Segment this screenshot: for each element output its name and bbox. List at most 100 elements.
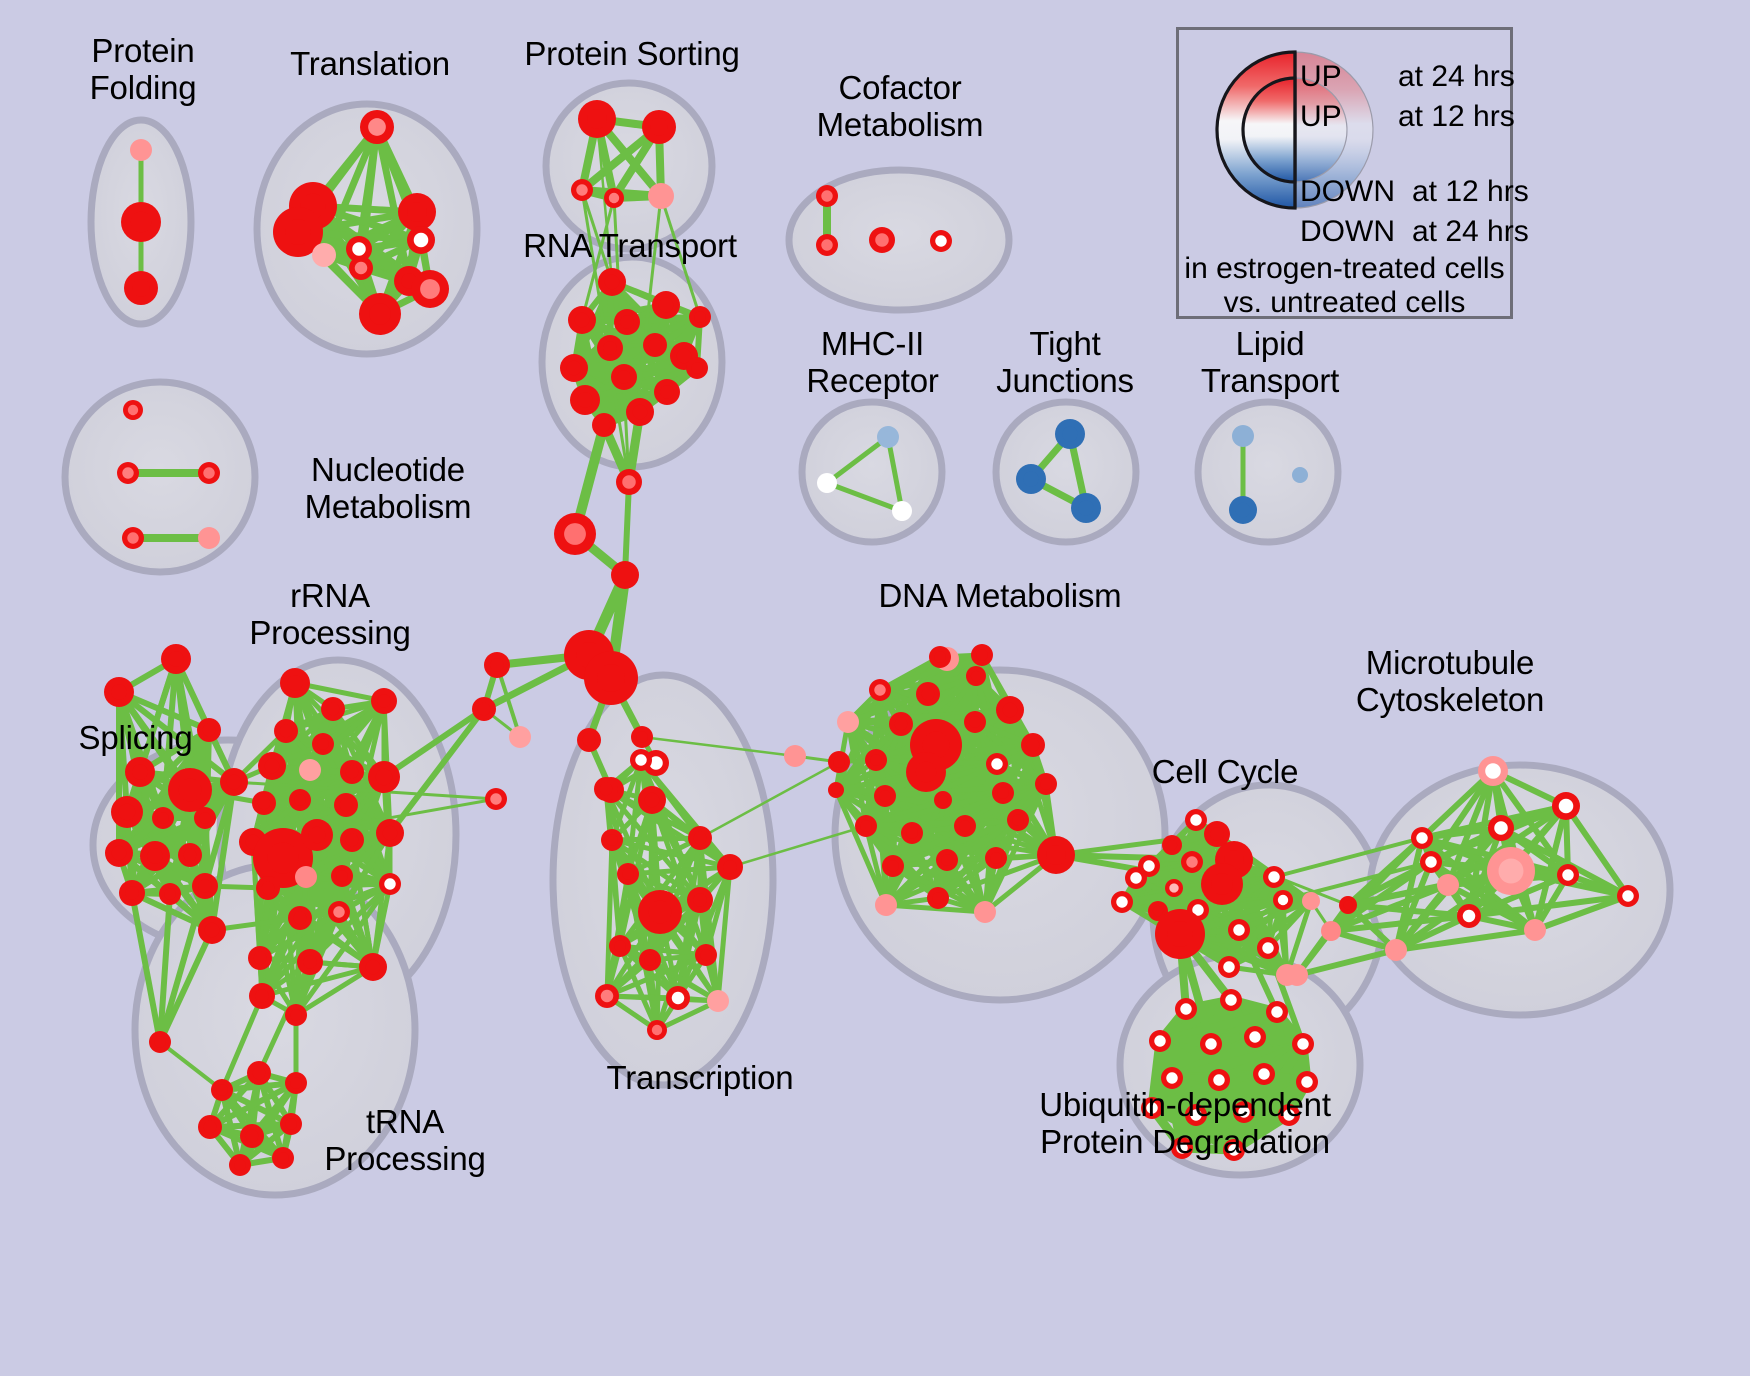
- network-node[interactable]: [1007, 809, 1029, 831]
- network-node[interactable]: [1478, 756, 1508, 786]
- network-node[interactable]: [248, 946, 272, 970]
- network-node[interactable]: [686, 357, 708, 379]
- network-node[interactable]: [130, 139, 152, 161]
- network-node[interactable]: [1016, 464, 1046, 494]
- network-node[interactable]: [411, 270, 449, 308]
- network-node[interactable]: [178, 843, 202, 867]
- network-node[interactable]: [1071, 493, 1101, 523]
- network-node[interactable]: [252, 791, 276, 815]
- network-node[interactable]: [1552, 792, 1580, 820]
- network-node[interactable]: [105, 839, 133, 867]
- network-node[interactable]: [638, 786, 666, 814]
- network-node[interactable]: [272, 1147, 294, 1169]
- network-node[interactable]: [568, 306, 596, 334]
- network-node[interactable]: [1411, 827, 1433, 849]
- network-node[interactable]: [595, 984, 619, 1008]
- network-node[interactable]: [371, 688, 397, 714]
- network-node[interactable]: [966, 666, 986, 686]
- network-node[interactable]: [1457, 904, 1481, 928]
- network-node[interactable]: [927, 887, 949, 909]
- network-node[interactable]: [1278, 1104, 1300, 1126]
- network-node[interactable]: [1155, 909, 1205, 959]
- network-node[interactable]: [865, 749, 887, 771]
- network-node[interactable]: [688, 826, 712, 850]
- network-node[interactable]: [986, 753, 1008, 775]
- network-node[interactable]: [1204, 821, 1230, 847]
- network-node[interactable]: [273, 207, 323, 257]
- network-node[interactable]: [1263, 866, 1285, 888]
- network-node[interactable]: [1223, 1139, 1245, 1161]
- network-node[interactable]: [321, 697, 345, 721]
- network-node[interactable]: [936, 849, 958, 871]
- network-node[interactable]: [240, 1124, 264, 1148]
- network-node[interactable]: [194, 807, 216, 829]
- network-node[interactable]: [571, 179, 593, 201]
- network-node[interactable]: [149, 1031, 171, 1053]
- network-node[interactable]: [1208, 1069, 1230, 1091]
- network-node[interactable]: [1228, 919, 1250, 941]
- network-node[interactable]: [1420, 851, 1442, 873]
- network-node[interactable]: [140, 841, 170, 871]
- network-node[interactable]: [611, 561, 639, 589]
- network-node[interactable]: [992, 782, 1014, 804]
- network-node[interactable]: [1524, 919, 1546, 941]
- network-node[interactable]: [869, 679, 891, 701]
- network-node[interactable]: [312, 243, 336, 267]
- network-node[interactable]: [125, 757, 155, 787]
- network-node[interactable]: [828, 751, 850, 773]
- network-node[interactable]: [594, 777, 618, 801]
- network-node[interactable]: [882, 855, 904, 877]
- network-node[interactable]: [274, 719, 298, 743]
- network-node[interactable]: [707, 990, 729, 1012]
- network-node[interactable]: [1321, 921, 1341, 941]
- network-node[interactable]: [934, 791, 952, 809]
- network-node[interactable]: [929, 646, 951, 668]
- network-node[interactable]: [1286, 964, 1308, 986]
- network-node[interactable]: [855, 815, 877, 837]
- network-node[interactable]: [666, 986, 690, 1010]
- network-node[interactable]: [1232, 425, 1254, 447]
- network-node[interactable]: [1257, 937, 1279, 959]
- network-node[interactable]: [837, 711, 859, 733]
- network-node[interactable]: [301, 819, 333, 851]
- network-node[interactable]: [159, 883, 181, 905]
- network-node[interactable]: [816, 234, 838, 256]
- network-node[interactable]: [104, 677, 134, 707]
- network-node[interactable]: [971, 644, 993, 666]
- network-node[interactable]: [197, 718, 221, 742]
- network-node[interactable]: [1149, 1030, 1171, 1052]
- network-node[interactable]: [784, 745, 806, 767]
- network-node[interactable]: [1201, 863, 1243, 905]
- network-node[interactable]: [1218, 956, 1240, 978]
- network-node[interactable]: [1141, 1097, 1163, 1119]
- network-node[interactable]: [609, 935, 631, 957]
- network-node[interactable]: [631, 726, 653, 748]
- network-node[interactable]: [472, 697, 496, 721]
- network-node[interactable]: [985, 847, 1007, 869]
- network-node[interactable]: [123, 400, 143, 420]
- network-node[interactable]: [1339, 896, 1357, 914]
- network-node[interactable]: [1171, 1137, 1193, 1159]
- network-node[interactable]: [554, 513, 596, 555]
- network-node[interactable]: [1273, 890, 1293, 910]
- network-node[interactable]: [817, 473, 837, 493]
- network-node[interactable]: [1302, 892, 1320, 910]
- network-node[interactable]: [1617, 885, 1639, 907]
- network-node[interactable]: [687, 887, 713, 913]
- network-node[interactable]: [297, 949, 323, 975]
- network-node[interactable]: [1185, 1104, 1207, 1126]
- network-node[interactable]: [340, 760, 364, 784]
- network-node[interactable]: [954, 815, 976, 837]
- network-node[interactable]: [509, 726, 531, 748]
- network-node[interactable]: [328, 901, 350, 923]
- network-node[interactable]: [1229, 496, 1257, 524]
- network-node[interactable]: [654, 379, 680, 405]
- network-node[interactable]: [642, 110, 676, 144]
- network-node[interactable]: [892, 501, 912, 521]
- network-node[interactable]: [484, 652, 510, 678]
- network-node[interactable]: [816, 185, 838, 207]
- network-node[interactable]: [289, 789, 311, 811]
- network-node[interactable]: [349, 256, 373, 280]
- network-node[interactable]: [647, 1020, 667, 1040]
- network-node[interactable]: [875, 894, 897, 916]
